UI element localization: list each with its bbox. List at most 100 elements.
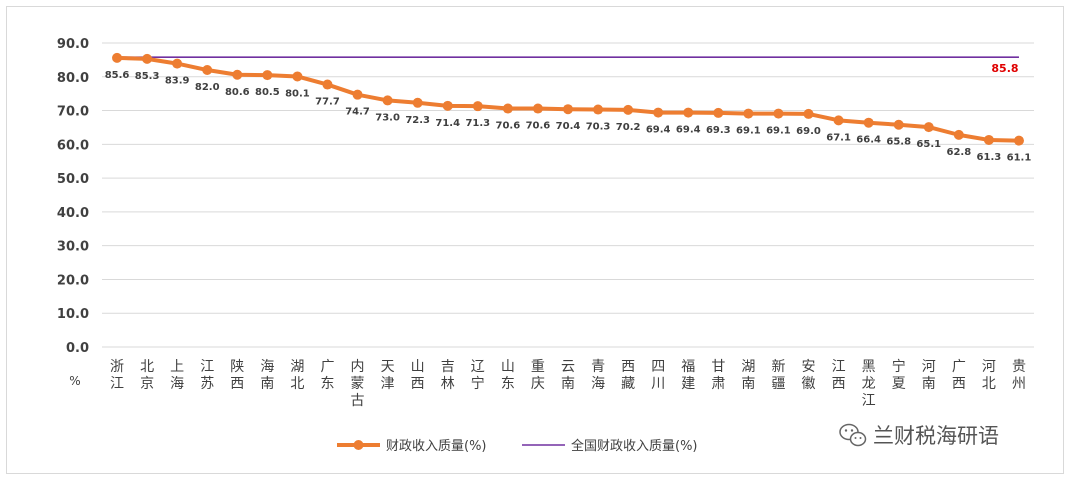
x-category-label: 江苏 [200,359,214,392]
data-label: 85.6 [105,70,130,81]
x-category-label: 天津 [381,359,395,392]
legend-marker-province [353,440,364,450]
data-label: 85.3 [135,71,160,82]
y-tick-label: 90.0 [57,37,89,52]
x-category-label: 陕西 [230,359,244,392]
x-category-label: 河北 [982,359,996,392]
y-tick-label: 10.0 [57,307,89,322]
data-point [262,70,273,81]
x-category-label: 甘肃 [711,359,725,392]
x-category-label: 广东 [320,359,334,392]
data-point [232,69,243,80]
data-label: 62.8 [946,147,971,158]
x-category-label: 吉林 [441,359,455,392]
data-label: 69.0 [796,126,821,137]
y-tick-label: 60.0 [57,138,89,153]
x-category-label: 西藏 [621,359,635,392]
data-label: 77.7 [315,97,340,108]
x-category-label: 山东 [501,359,515,392]
x-category-label: 重庆 [531,359,545,392]
y-axis-ticks: 0.0 10.0 20.0 30.0 40.0 50.0 60.0 70.0 80.0 90.0 [57,37,89,356]
x-category-label: 青海 [591,359,605,392]
data-label: 80.1 [285,88,310,99]
data-label: 71.4 [435,118,460,129]
data-label: 70.4 [556,121,581,132]
x-category-label: 福建 [681,359,695,392]
x-category-label: 辽宁 [471,359,485,392]
data-label: 65.8 [886,137,911,148]
x-category-label: 湖南 [741,359,755,392]
y-tick-label: 0.0 [66,341,89,356]
x-category-label: 云南 [561,359,575,392]
legend-label-national: 全国财政收入质量(%) [571,438,698,454]
data-point [683,107,694,118]
x-category-label: 安徽 [802,359,816,392]
data-label: 69.4 [676,125,701,136]
data-label: 70.2 [616,122,641,133]
wechat-icon [839,423,867,447]
national-reference-line: 85.8 [117,56,1019,75]
x-category-label: 黑龙江 [862,359,876,409]
data-point [773,108,784,119]
x-category-label: 北京 [140,359,154,392]
province-series: 85.6 85.3 83.9 82.0 80.6 80.5 80.1 77.7 74.7 73.0… [105,52,1032,164]
y-unit-label: % [69,374,80,388]
chart-frame: 0.0 10.0 20.0 30.0 40.0 50.0 60.0 70.0 80.0 90.0 … [6,6,1064,474]
data-point [563,104,573,115]
data-label: 73.0 [375,112,400,123]
data-point [983,134,994,145]
data-label: 70.6 [526,121,551,132]
data-point [532,103,543,114]
data-label: 74.7 [345,107,370,118]
data-point [442,100,453,111]
data-point [352,89,363,100]
y-tick-label: 30.0 [57,240,89,255]
data-point [803,108,814,119]
data-point [953,129,964,140]
gridlines [102,42,1034,348]
data-label: 72.3 [405,115,430,126]
data-label: 70.6 [496,121,521,132]
data-point [893,119,904,130]
x-category-label: 湖北 [290,359,304,392]
x-category-label: 内蒙古 [351,359,365,409]
data-label: 61.3 [977,152,1002,163]
watermark: 兰财税海研语 [839,423,999,448]
data-point [923,122,934,133]
data-point [653,107,664,118]
legend: 财政收入质量(%) 全国财政收入质量(%) [337,438,698,454]
data-label: 83.9 [165,76,190,87]
legend-label-province: 财政收入质量(%) [386,439,487,454]
data-point [292,71,303,82]
x-category-label: 江西 [832,359,846,392]
x-category-label: 贵州 [1012,359,1026,392]
y-tick-label: 20.0 [57,273,89,288]
data-label: 71.3 [465,118,490,129]
data-label: 80.5 [255,87,280,98]
line-chart: 0.010.020.030.040.050.060.070.080.090.0 … [57,37,1034,454]
data-label: 69.1 [736,126,761,137]
data-point [382,95,393,106]
x-category-label: 新疆 [771,359,785,392]
data-label: 69.4 [646,125,671,136]
data-point [593,104,604,115]
data-point [502,103,513,114]
y-tick-label: 50.0 [57,172,89,187]
data-point [412,97,423,108]
data-point [743,108,754,119]
watermark-text: 兰财税海研语 [873,424,999,448]
x-category-label: 海南 [260,359,274,392]
y-tick-label: 70.0 [57,105,89,120]
data-point [623,104,634,115]
x-category-label: 四川 [651,359,665,392]
x-category-label: 宁夏 [892,358,906,392]
data-point [112,52,123,63]
y-tick-label: 40.0 [57,206,89,221]
x-category-label: 浙江 [110,359,124,392]
data-label: 61.1 [1007,153,1032,164]
data-point [202,65,213,76]
data-label: 69.1 [766,126,791,137]
data-label: 65.1 [916,139,941,150]
data-label: 67.1 [826,132,851,143]
